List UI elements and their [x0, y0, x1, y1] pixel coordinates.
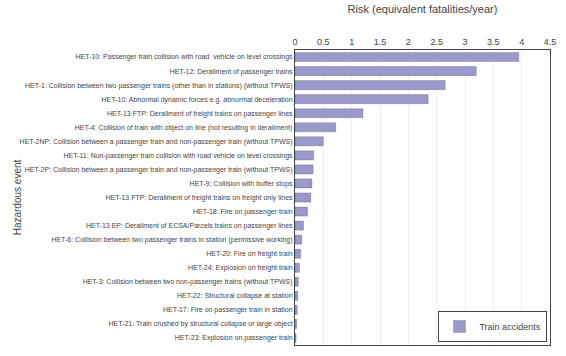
svg-text:HET-18: Fire on passenger trai: HET-18: Fire on passenger train [193, 208, 293, 216]
svg-text:Hazardous event: Hazardous event [12, 159, 23, 235]
svg-text:HET-23: Explosion on passenger: HET-23: Explosion on passenger train [175, 334, 293, 342]
svg-text:HET-24: Explosion on freight t: HET-24: Explosion on freight train [188, 264, 293, 272]
svg-text:Risk (equivalent fatalities/ye: Risk (equivalent fatalities/year) [348, 3, 498, 15]
svg-text:0.5: 0.5 [317, 37, 330, 47]
svg-text:1: 1 [349, 37, 354, 47]
svg-text:2.5: 2.5 [430, 37, 443, 47]
svg-text:0: 0 [292, 37, 297, 47]
svg-text:Train accidents: Train accidents [479, 322, 540, 332]
svg-text:3.5: 3.5 [487, 37, 500, 47]
svg-text:HET-1: Collision between two p: HET-1: Collision between two passenger t… [25, 82, 293, 90]
svg-text:HET-11: Non-passenger train co: HET-11: Non-passenger train collision wi… [64, 152, 294, 160]
svg-text:HET-9: Collision with buffer s: HET-9: Collision with buffer stops [190, 180, 293, 188]
svg-text:HET-4: Collision of train with: HET-4: Collision of train with object on… [75, 124, 293, 132]
svg-text:HET-13 FTP: Derailment of frei: HET-13 FTP: Derailment of freight trains… [107, 110, 293, 118]
svg-text:4.5: 4.5 [544, 37, 557, 47]
svg-text:HET-10: Passenger train collis: HET-10: Passenger train collision with r… [75, 53, 293, 61]
svg-text:HET-12: Derailment of passenge: HET-12: Derailment of passenger trains [170, 68, 293, 76]
svg-text:2: 2 [406, 37, 411, 47]
svg-text:HET-13 FTP: Derailment of frei: HET-13 FTP: Derailment of freight trains… [105, 194, 293, 202]
svg-text:HET-21: Train crushed by struc: HET-21: Train crushed by structural coll… [109, 320, 293, 328]
svg-text:HET-2NP: Collision between a p: HET-2NP: Collision between a passenger t… [20, 138, 293, 146]
svg-text:HET-6: Collision between two p: HET-6: Collision between two passenger t… [51, 236, 292, 244]
svg-text:HET-22: Structural collapse at: HET-22: Structural collapse at station [177, 292, 293, 300]
svg-text:HET-20: Fire on freight train: HET-20: Fire on freight train [206, 250, 292, 258]
svg-text:HET-13 EP: Derailment of ECSA/: HET-13 EP: Derailment of ECSA/Parcels tr… [86, 222, 293, 230]
svg-text:1.5: 1.5 [374, 37, 387, 47]
svg-text:HET-3: Collision between two n: HET-3: Collision between two non-passeng… [83, 278, 293, 286]
svg-text:HET-2P: Collision between a pa: HET-2P: Collision between a passenger tr… [25, 166, 293, 174]
svg-text:4: 4 [519, 37, 524, 47]
svg-text:HET-10: Abnormal dynamic force: HET-10: Abnormal dynamic forces e.g. abn… [102, 96, 293, 104]
svg-text:HET-17: Fire on passenger trai: HET-17: Fire on passenger train in stati… [163, 306, 293, 314]
svg-text:3: 3 [462, 37, 467, 47]
